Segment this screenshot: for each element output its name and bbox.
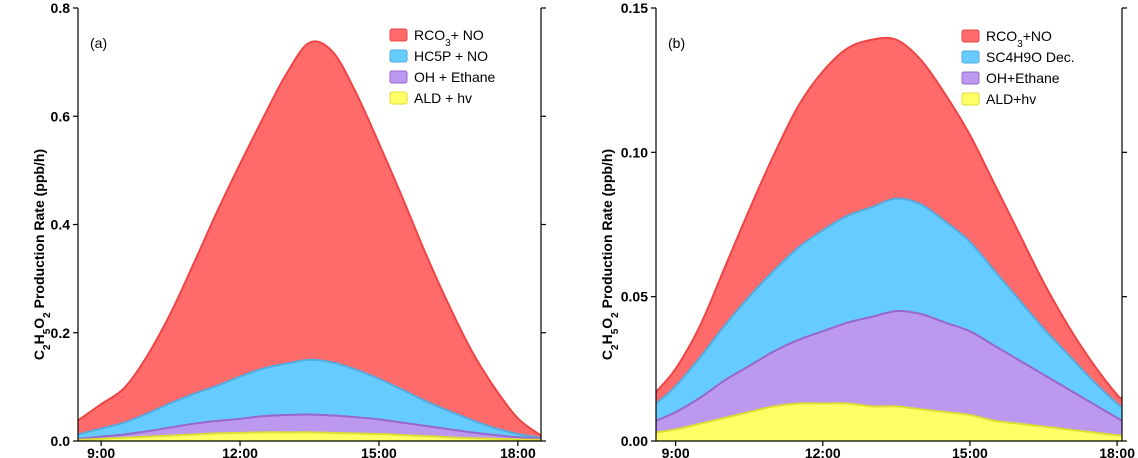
series-line-oh-ethane (77, 413, 542, 440)
y-tick-label: 0.10 (621, 144, 648, 160)
legend-swatch (961, 50, 980, 64)
series-line-rco3-no (77, 40, 542, 437)
y-tick-label: 0.8 (51, 0, 71, 16)
legend-label: SC4H9O Dec. (986, 49, 1075, 65)
legend-swatch (961, 71, 980, 85)
series-line-ald-hv (655, 402, 1123, 437)
series-area-rco3-no (656, 37, 1122, 407)
series-area-hc5p-no (78, 359, 541, 439)
x-tick-label: 12:00 (805, 445, 841, 458)
series-line-hc5p-no (77, 358, 542, 439)
series-area-sc4h9o-dec- (656, 198, 1122, 421)
x-tick-label: 15:00 (952, 445, 988, 458)
legend-label: HC5P + NO (414, 48, 488, 64)
legend-swatch (389, 49, 408, 63)
x-tick-label: 9:00 (662, 445, 690, 458)
series-line-ald-hv (77, 431, 542, 441)
legend-swatch (389, 28, 408, 42)
legend-swatch (961, 92, 980, 106)
y-tick-label: 0.0 (51, 433, 71, 449)
chart-panel-b: 0.00 0.05 0.10 0.15 9:00 12:00 15:00 18:00 C2H5O… (599, 0, 1135, 458)
series-line-oh-ethane (655, 310, 1123, 422)
y-axis-label: C2H5O2 Production Rate (ppb/h) (599, 149, 621, 360)
legend-swatch (961, 29, 980, 43)
y-axis-label: C2H5O2 Production Rate (ppb/h) (31, 149, 53, 360)
legend-swatch (389, 70, 408, 84)
y-tick-label: 0.6 (51, 108, 71, 124)
series-line-sc4h9o-dec- (655, 197, 1123, 408)
y-tick-label: 0.15 (621, 0, 648, 16)
y-tick-label: 0.05 (621, 289, 648, 305)
legend-label: OH + Ethane (414, 69, 496, 85)
legend-swatch (389, 91, 408, 105)
series-area-rco3-no (78, 41, 541, 438)
chart-panel-a: 0.0 0.2 0.4 0.6 0.8 9:00 12:00 15:00 18:00 C2H5O2… (31, 0, 546, 458)
x-tick-label: 15:00 (361, 445, 397, 458)
panel-label: (b) (668, 35, 685, 51)
y-tick-label: 0.00 (621, 433, 648, 449)
legend-label: ALD+hv (986, 91, 1036, 107)
x-tick-label: 12:00 (222, 445, 258, 458)
y-tick-label: 0.4 (51, 217, 71, 233)
series-area-ald-hv (78, 432, 541, 441)
series-area-ald-hv (656, 403, 1122, 441)
legend-label: RCO3+NO (986, 28, 1052, 50)
series-line-rco3-no (655, 36, 1123, 400)
x-tick-label: 18:00 (1099, 445, 1135, 458)
series-area-oh-ethane (656, 311, 1122, 436)
legend-label: OH+Ethane (986, 70, 1060, 86)
legend-label: ALD + hv (414, 90, 472, 106)
y-tick-label: 0.2 (51, 325, 71, 341)
x-tick-label: 18:00 (500, 445, 536, 458)
x-tick-label: 9:00 (87, 445, 115, 458)
panel-label: (a) (90, 35, 107, 51)
legend-label: RCO3+ NO (414, 27, 484, 49)
